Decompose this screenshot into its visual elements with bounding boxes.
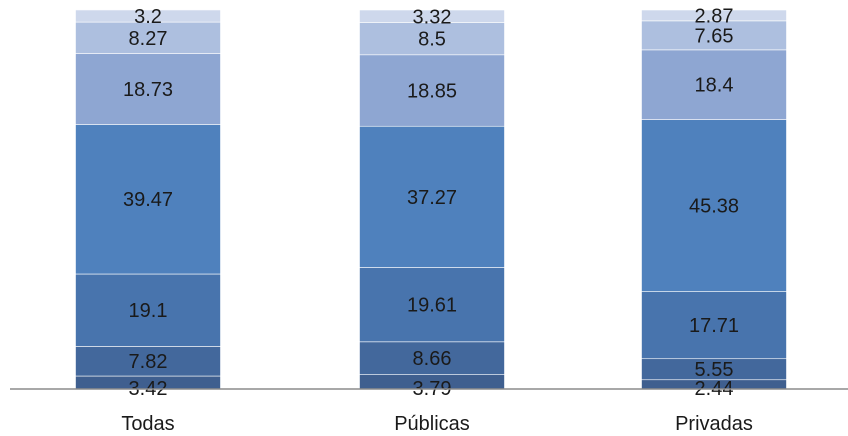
bar-segment [75,346,221,377]
category-labels: Todas Públicas Privadas [121,413,753,435]
bar-segment [641,20,787,51]
data-label: 7.65 [695,25,734,47]
category-label: Todas [121,413,174,435]
data-label: 17.71 [689,315,739,337]
bar-segment [359,267,505,343]
bar-segment [75,53,221,125]
data-label: 7.82 [129,351,168,373]
data-label: 5.55 [695,359,734,381]
data-label: 3.2 [134,6,162,28]
bar-segment [359,22,505,56]
bar-segment [75,273,221,347]
bar-segment [641,291,787,360]
data-label: 19.1 [129,300,168,322]
bar-segment [641,9,787,22]
data-label: 45.38 [689,196,739,218]
data-label: 8.5 [418,29,446,51]
category-label: Públicas [394,413,470,435]
bar-segment [359,54,505,127]
bar-segment [359,9,505,23]
data-label: 39.47 [123,189,173,211]
category-label: Privadas [675,413,753,435]
bar-segment [641,49,787,120]
bar-segment [75,9,221,23]
data-label: 19.61 [407,295,457,317]
bar-segment [75,21,221,54]
data-label: 2.87 [695,5,734,27]
data-label: 3.32 [413,6,452,28]
data-label: 37.27 [407,187,457,209]
data-label: 8.66 [413,348,452,370]
data-label: 18.85 [407,81,457,103]
bar-segment [641,119,787,292]
bar-segment [75,124,221,275]
data-label: 18.73 [123,79,173,101]
bar-segment [359,125,505,268]
data-label: 8.27 [129,28,168,50]
data-label: 18.4 [695,75,734,97]
bars-group: 3.427.8219.139.4718.738.273.23.798.6619.… [75,5,787,400]
